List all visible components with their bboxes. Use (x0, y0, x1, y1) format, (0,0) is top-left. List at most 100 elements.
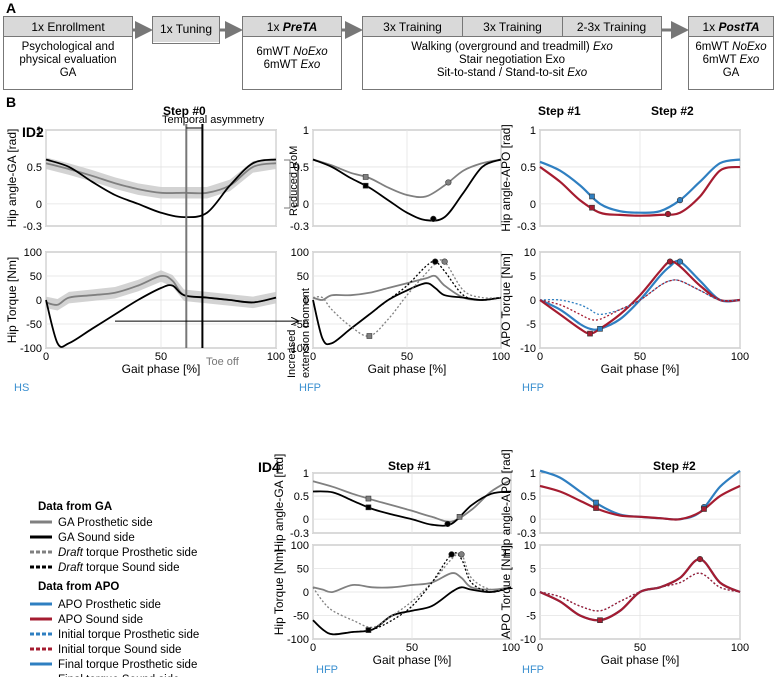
y-tick-label: -0.3 (290, 528, 309, 540)
stage-enrollment: 1x Enrollment Psychological and physical… (3, 16, 133, 90)
stage-postta-header: 1x PostTA (689, 17, 773, 37)
x-tick-label: 100 (731, 642, 749, 654)
subject-id2: ID2 (22, 124, 44, 140)
rom-bracket (294, 163, 299, 207)
y-tick-label: -50 (26, 319, 42, 331)
y-tick-label: 50 (297, 564, 309, 576)
series-line (312, 490, 512, 527)
key-point-marker (362, 182, 369, 189)
key-point-marker (458, 551, 465, 558)
enrollment-line: physical evaluation (19, 54, 117, 66)
legend-label: Initial torque Prosthetic side (58, 629, 199, 641)
step0-title: Step #0 (163, 104, 206, 118)
x-tick-label: 100 (731, 351, 749, 363)
stage-arrows (133, 21, 689, 39)
y-tick-label: 0.5 (521, 491, 536, 503)
y-tick-label: 0 (36, 295, 42, 307)
key-point-marker (445, 179, 452, 186)
y-tick-label: 0 (530, 295, 536, 307)
series-line (312, 259, 502, 337)
panel-b-letter: B (6, 94, 17, 110)
postta-line: 6mWT Exo (702, 54, 760, 66)
y-tick-label: 1 (36, 125, 42, 137)
key-point-marker (696, 555, 704, 563)
stage-preta: 1x PreTA 6mWT NoExo 6mWT Exo (242, 16, 342, 90)
key-point-marker (597, 325, 603, 332)
series-line (45, 162, 277, 195)
x-tick-label: 50 (634, 351, 646, 363)
enrollment-line: Psychological and (21, 41, 115, 53)
y-tick-label: 1 (530, 468, 536, 480)
hfp-label: HFP (299, 382, 321, 394)
variability-band (46, 157, 276, 199)
legend-label: Final torque Sound side (58, 674, 179, 677)
stage-preta-header: 1x PreTA (243, 17, 341, 37)
key-point-marker (587, 330, 593, 337)
x-tick-label: 50 (634, 642, 646, 654)
y-tick-label: -50 (293, 611, 309, 623)
training-header: 3x Training (363, 17, 463, 37)
temporal-asymmetry-label: Temporal asymmetry (162, 114, 265, 126)
series-line (45, 284, 277, 348)
y-axis-label: Hip angle-APO [rad] (499, 449, 513, 556)
legend-label: APO Prosthetic side (58, 599, 161, 611)
hfp-label: HFP (522, 664, 544, 676)
y-tick-label: 0 (36, 199, 42, 211)
x-tick-label: 0 (310, 642, 316, 654)
id4-step1-title: Step #1 (388, 459, 431, 473)
series-line (539, 260, 741, 335)
postta-line: GA (722, 67, 740, 79)
y-axis-label: APO Torque [Nm] (499, 545, 513, 639)
y-tick-label: -100 (20, 343, 42, 355)
series-line (312, 158, 502, 222)
series-line (539, 558, 741, 622)
preta-line: 6mWT NoExo (256, 46, 328, 58)
y-tick-label: 100 (291, 540, 309, 552)
legend-group: Data from GA GA Prosthetic side GA Sound s… (30, 501, 199, 677)
x-tick-label: 100 (267, 351, 285, 363)
series-line (312, 572, 512, 594)
y-tick-label: 0 (530, 587, 536, 599)
legend-label: GA Sound side (58, 532, 135, 544)
x-axis-label: Gait phase [%] (601, 653, 680, 667)
x-axis-label: Gait phase [%] (122, 362, 201, 376)
series-line (539, 279, 741, 321)
training-header: 3x Training (463, 17, 563, 37)
series-line (312, 552, 512, 635)
training-line: Stair negotiation Exo (458, 54, 566, 66)
x-tick-label: 50 (155, 351, 167, 363)
series-line (539, 572, 741, 612)
y-axis-label: Hip angle-GA [rad] (272, 454, 286, 553)
y-tick-label: 0 (303, 587, 309, 599)
key-point-marker (597, 617, 603, 624)
hs-label: HS (14, 382, 30, 394)
y-tick-label: 0.5 (294, 491, 309, 503)
toe-off-label: Toe off (206, 356, 239, 368)
x-tick-label: 50 (406, 642, 418, 654)
stage-enrollment-header: 1x Enrollment (4, 17, 132, 37)
key-point-marker (666, 258, 674, 265)
key-point-marker (365, 504, 372, 511)
key-point-marker (365, 495, 372, 502)
key-point-marker (593, 505, 599, 511)
y-tick-label: 5 (530, 564, 536, 576)
key-point-marker (448, 551, 455, 558)
rom-bracket (284, 159, 291, 209)
hfp-label: HFP (316, 664, 338, 676)
key-point-marker (362, 174, 369, 180)
key-point-marker (589, 204, 595, 211)
key-point-marker (444, 520, 451, 528)
y-tick-label: 100 (291, 247, 309, 259)
id2-step2-title: Step #2 (651, 104, 694, 118)
subject-id4: ID4 (258, 459, 280, 475)
x-tick-label: 100 (492, 351, 510, 363)
key-point-marker (365, 627, 372, 633)
y-tick-label: -100 (287, 343, 309, 355)
x-axis-label: Gait phase [%] (373, 653, 452, 667)
panel-a-letter: A (6, 0, 17, 16)
y-axis-label: APO Torque [Nm] (499, 253, 513, 347)
preta-line: 6mWT Exo (263, 59, 321, 71)
series-line (312, 479, 512, 523)
y-tick-label: 0 (303, 514, 309, 526)
